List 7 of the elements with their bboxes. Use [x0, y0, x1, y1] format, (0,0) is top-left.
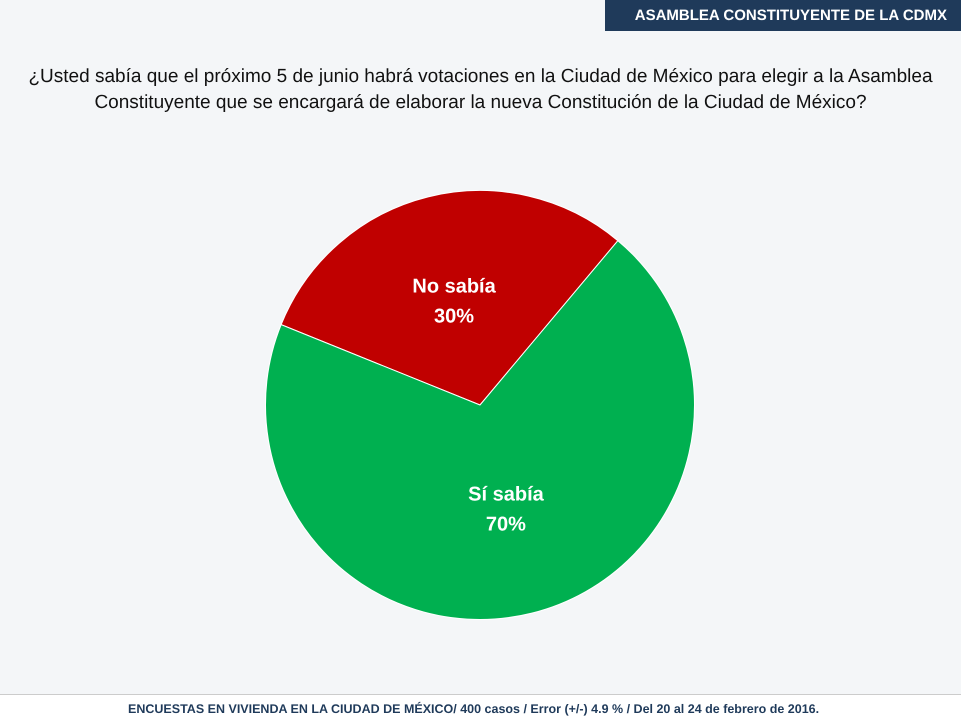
data-label: 30%	[434, 305, 474, 328]
data-label: 70%	[486, 514, 526, 536]
slice-label: No sabía	[412, 275, 497, 298]
text: ENCUESTAS EN VIVIENDA EN LA CIUDAD DE MÉXICO/ 400 casos / Error (+/-) 4.9 % / Del 20 al 24 de febrero de 2016.	[128, 702, 820, 716]
text: ASAMBLEA CONSTITUYENTE DE LA CDMX	[604, 0, 961, 31]
slice-label: Sí sabía	[468, 484, 545, 506]
chart-title: ¿Usted sabía que el próximo 5 de junio habrá votaciones en la Ciudad de México para elegir a la Asamblea Constituyente que se encargará de elaborar la nueva Constitución de la Ciudad de México?	[27, 65, 934, 115]
